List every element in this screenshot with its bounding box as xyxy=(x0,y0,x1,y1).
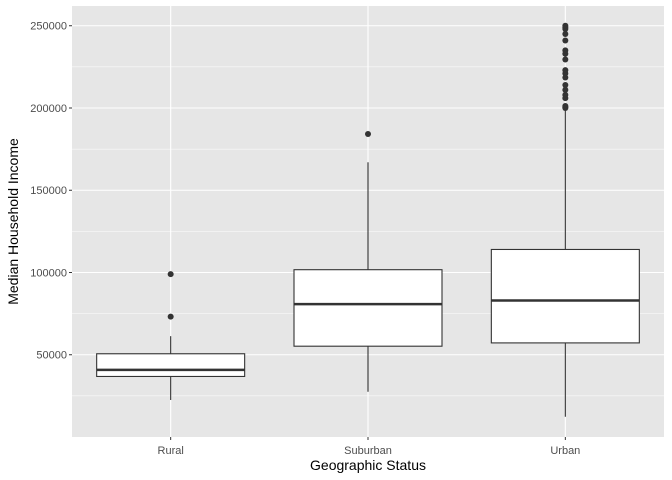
box-group-suburban xyxy=(293,130,443,392)
y-tick-label: 100000 xyxy=(30,267,67,279)
y-tick-label: 50000 xyxy=(36,350,67,362)
box xyxy=(96,353,246,378)
outlier-point xyxy=(562,103,569,110)
x-tick-label: Suburban xyxy=(344,445,392,457)
outlier-point xyxy=(562,30,569,37)
y-tick-label: 200000 xyxy=(30,103,67,115)
outlier-point xyxy=(562,47,569,54)
outlier-point xyxy=(365,130,371,137)
outlier-point xyxy=(562,86,569,93)
y-axis: 50000 100000 150000 200000 250000 xyxy=(30,21,72,362)
box xyxy=(293,269,443,347)
outlier-point xyxy=(562,67,569,74)
x-tick-label: Urban xyxy=(550,445,580,457)
outlier-point xyxy=(562,91,569,98)
x-tick-label: Rural xyxy=(158,445,184,457)
box-group-urban xyxy=(490,22,640,417)
box-group-rural xyxy=(96,271,246,400)
outlier-point xyxy=(562,37,569,44)
y-tick-label: 150000 xyxy=(30,185,67,197)
box xyxy=(490,248,640,344)
y-tick-label: 250000 xyxy=(30,21,67,33)
outlier-point xyxy=(562,22,569,29)
x-axis: Rural Suburban Urban xyxy=(158,437,580,457)
outlier-point xyxy=(167,313,174,320)
y-axis-title: Median Household Income xyxy=(5,138,21,305)
outlier-point xyxy=(167,271,174,278)
x-axis-title: Geographic Status xyxy=(310,457,426,473)
outlier-point xyxy=(562,74,569,81)
outlier-point xyxy=(562,81,569,88)
boxplot-series xyxy=(96,22,640,417)
outlier-point xyxy=(562,56,569,63)
